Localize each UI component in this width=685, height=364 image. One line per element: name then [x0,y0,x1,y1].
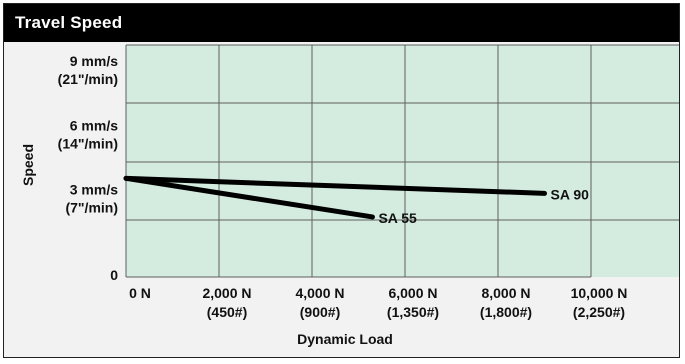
y-tick-sublabel: (21"/min) [58,71,118,87]
x-tick-label: 2,000 N [202,285,251,301]
x-tick-sublabel: (900#) [300,304,340,320]
series-line-sa-55 [123,175,375,220]
x-tick-label: 10,000 N [571,285,628,301]
y-axis-ticks: 0 3 mm/s (7"/min) 6 mm/s (14"/min) 9 mm/s (21"… [58,53,119,283]
y-tick-label: 6 mm/s [70,117,118,133]
x-tick-label: 0 N [129,285,151,301]
y-tick-sublabel: (14"/min) [58,135,118,151]
y-axis-label: Speed [20,144,36,186]
x-axis-ticks: 0 N 2,000 N (450#) 4,000 N (900#) 6,000 N (1,3… [129,285,627,320]
x-tick-label: 8,000 N [481,285,530,301]
x-tick-sublabel: (2,250#) [573,304,625,320]
x-tick-sublabel: (1,350#) [387,304,439,320]
y-tick-label: 9 mm/s [70,53,118,69]
plot-area [126,45,679,277]
chart-title: Travel Speed [15,13,123,32]
x-tick-sublabel: (450#) [207,304,247,320]
series-label: SA 55 [378,210,417,226]
y-tick-label: 3 mm/s [70,182,118,198]
y-tick-label: 0 [110,267,118,283]
y-tick-sublabel: (7"/min) [65,200,118,216]
grid-lines [125,44,679,278]
x-tick-label: 6,000 N [388,285,437,301]
series-label: SA 90 [551,186,590,202]
chart-title-bar: Travel Speed [4,4,679,42]
series-line-sa-90 [123,175,547,196]
x-tick-sublabel: (1,800#) [480,304,532,320]
series-lines: SA 90 SA 55 [123,175,590,226]
x-axis-label: Dynamic Load [297,331,393,347]
x-tick-label: 4,000 N [295,285,344,301]
